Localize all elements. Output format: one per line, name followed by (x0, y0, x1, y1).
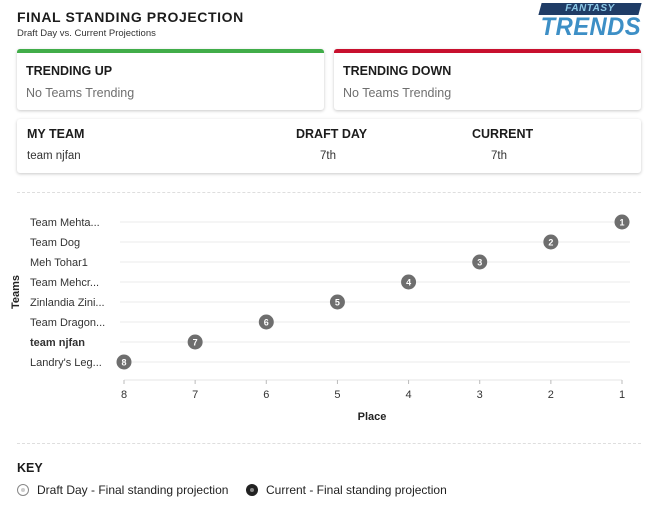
my-team-name: team njfan (27, 150, 81, 162)
data-point-label: 3 (477, 258, 482, 268)
draft-day-value: 7th (320, 150, 336, 162)
data-point-label: 6 (264, 318, 269, 328)
key-current-item: Current - Final standing projection (246, 483, 447, 497)
y-tick-label: Team Mehcr... (30, 277, 99, 289)
x-tick-label: 6 (263, 389, 269, 401)
section-divider-bottom (17, 443, 641, 444)
x-tick-label: 2 (548, 389, 554, 401)
trending-up-card: TRENDING UP No Teams Trending (17, 49, 324, 110)
standing-projection-chart: Team Mehta... Team Dog Meh Tohar1 Team Mehc… (0, 200, 657, 440)
section-divider-top (17, 192, 641, 193)
key-draft-item: Draft Day - Final standing projection (17, 483, 228, 497)
trending-up-empty-text: No Teams Trending (26, 86, 135, 100)
x-tick-label: 3 (477, 389, 483, 401)
y-tick-label: Team Dragon... (30, 317, 105, 329)
key-draft-label: Draft Day - Final standing projection (37, 483, 229, 497)
y-tick-label: Zinlandia Zini... (30, 297, 105, 309)
trending-up-heading: TRENDING UP (26, 64, 113, 78)
my-team-card: MY TEAM DRAFT DAY CURRENT team njfan 7th… (17, 119, 641, 173)
fantasy-trends-logo: FANTASY TRENDS (538, 3, 642, 41)
data-point-label: 2 (548, 238, 553, 248)
data-point-label: 4 (406, 278, 411, 288)
data-point (329, 294, 345, 310)
current-header: CURRENT (472, 127, 534, 141)
y-tick-label: Landry's Leg... (30, 357, 102, 369)
data-point-label: 8 (121, 358, 126, 368)
draft-day-header: DRAFT DAY (296, 127, 368, 141)
page-header: FINAL STANDING PROJECTION Draft Day vs. … (17, 9, 244, 39)
trending-down-card: TRENDING DOWN No Teams Trending (334, 49, 641, 110)
trending-down-empty-text: No Teams Trending (343, 86, 452, 100)
page-subtitle: Draft Day vs. Current Projections (17, 28, 156, 39)
my-team-header: MY TEAM (27, 127, 85, 141)
chart-svg: Team Mehta... Team Dog Meh Tohar1 Team Mehc… (10, 214, 630, 423)
y-tick-label: Team Mehta... (30, 217, 100, 229)
draft-marker-icon (17, 484, 29, 496)
data-point-label: 1 (619, 218, 624, 228)
x-tick-label: 8 (121, 389, 127, 401)
data-point-label: 7 (193, 338, 198, 348)
x-tick-label: 1 (619, 389, 625, 401)
key-title: KEY (17, 461, 43, 475)
logo-main-text: TRENDS (540, 13, 642, 41)
data-point (116, 354, 132, 370)
data-point (401, 274, 417, 290)
key-current-label: Current - Final standing projection (266, 483, 447, 497)
key-row: Draft Day - Final standing projection Cu… (17, 483, 497, 499)
y-axis-title: Teams (10, 275, 22, 309)
page-title: FINAL STANDING PROJECTION (17, 9, 244, 25)
x-tick-label: 7 (192, 389, 198, 401)
data-point-label: 5 (335, 298, 340, 308)
x-tick-label: 5 (334, 389, 340, 401)
logo-top-text: FANTASY (565, 3, 615, 14)
current-marker-icon (246, 484, 258, 496)
x-tick-label: 4 (406, 389, 412, 401)
data-point (614, 214, 630, 230)
trending-down-heading: TRENDING DOWN (343, 64, 452, 78)
data-point (258, 314, 274, 330)
y-tick-label: Team Dog (30, 237, 80, 249)
data-point (472, 254, 488, 270)
y-tick-label: team njfan (30, 337, 85, 349)
x-axis-title: Place (358, 411, 387, 423)
y-tick-label: Meh Tohar1 (30, 257, 88, 269)
data-point (543, 234, 559, 250)
current-value: 7th (491, 150, 507, 162)
key-section: KEY Draft Day - Final standing projectio… (17, 461, 447, 497)
data-point (187, 334, 203, 350)
